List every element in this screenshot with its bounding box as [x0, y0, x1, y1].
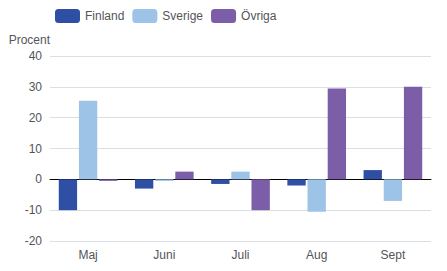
- svg-text:Finland: Finland: [85, 9, 124, 23]
- svg-text:Aug: Aug: [306, 248, 327, 262]
- svg-text:Övriga: Övriga: [241, 9, 277, 23]
- svg-text:Procent: Procent: [9, 33, 51, 47]
- svg-text:Juli: Juli: [231, 248, 249, 262]
- svg-text:Maj: Maj: [78, 248, 97, 262]
- svg-text:10: 10: [29, 142, 43, 156]
- svg-text:Sverige: Sverige: [162, 9, 203, 23]
- svg-text:-10: -10: [25, 203, 43, 217]
- svg-text:40: 40: [29, 49, 43, 63]
- svg-text:-20: -20: [25, 234, 43, 248]
- svg-text:30: 30: [29, 80, 43, 94]
- svg-text:Sept: Sept: [381, 248, 406, 262]
- svg-text:20: 20: [29, 111, 43, 125]
- svg-text:Juni: Juni: [153, 248, 175, 262]
- svg-text:0: 0: [35, 172, 42, 186]
